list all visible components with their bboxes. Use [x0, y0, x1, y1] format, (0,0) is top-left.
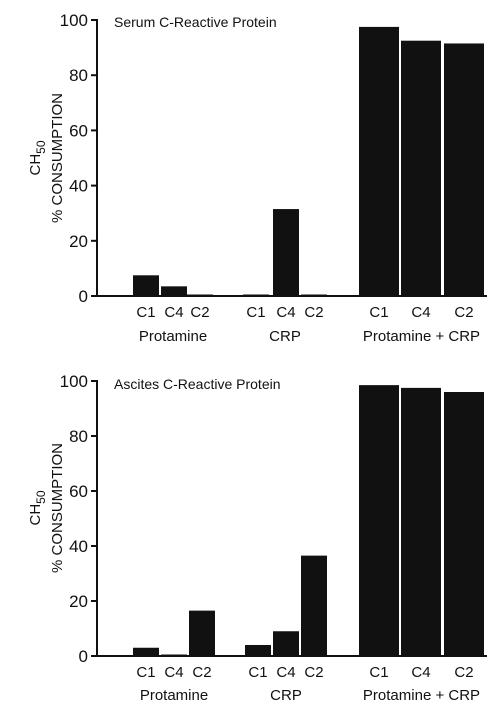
- y-axis-label-subscript: 50: [34, 490, 48, 504]
- chart-panel-1: 0 20 40 60 80 100 CH50% CONSUMPTION Serum C-Rea…: [27, 11, 487, 345]
- bar-c1-group-2: [243, 294, 269, 296]
- bar-c2-group-1: [187, 294, 213, 296]
- y-axis-label-line2: % CONSUMPTION: [49, 93, 66, 223]
- group-label: CRP: [270, 687, 302, 704]
- y-tick-label: 100: [60, 11, 88, 30]
- category-label: C2: [304, 304, 323, 321]
- group-label: Protamine + CRP: [363, 687, 480, 704]
- y-tick-label: 60: [69, 482, 88, 501]
- y-tick-label: 40: [69, 177, 88, 196]
- category-label: C2: [454, 664, 473, 681]
- bar-c4-group-3: [401, 40, 441, 297]
- bar-c2-group-3: [444, 392, 484, 656]
- y-tick-label: 100: [60, 372, 88, 391]
- chart-title: Ascites C-Reactive Protein: [114, 376, 281, 392]
- group-label: Protamine: [140, 687, 208, 704]
- group-label: Protamine: [139, 328, 207, 345]
- category-label: C2: [192, 664, 211, 681]
- bar-c1-group-3: [359, 26, 399, 297]
- bar-c1-group-2: [245, 645, 271, 656]
- y-axis-label-line2: % CONSUMPTION: [49, 443, 66, 573]
- bar-c4-group-1: [161, 654, 187, 656]
- y-tick-label: 60: [69, 121, 88, 140]
- bar-c1-group-1: [133, 647, 159, 656]
- group-label: Protamine + CRP: [363, 328, 480, 345]
- category-label: C1: [246, 304, 265, 321]
- bar-c2-group-2: [301, 294, 327, 296]
- y-axis-label-subscript: 50: [34, 140, 48, 154]
- y-tick-label: 20: [69, 232, 88, 251]
- category-label: C4: [276, 304, 295, 321]
- category-label: C4: [411, 664, 430, 681]
- category-label: C4: [276, 664, 295, 681]
- bar-c1-group-1: [133, 275, 159, 296]
- category-label: C2: [454, 304, 473, 321]
- category-label: C1: [369, 664, 388, 681]
- chart-title: Serum C-Reactive Protein: [114, 14, 277, 30]
- category-label: C1: [369, 304, 388, 321]
- y-axis-label-line1: CH: [27, 504, 44, 526]
- category-label: C4: [164, 664, 183, 681]
- category-label: C1: [136, 304, 155, 321]
- category-label: C1: [248, 664, 267, 681]
- bar-c4-group-2: [273, 209, 299, 296]
- category-label: C4: [164, 304, 183, 321]
- bar-c4-group-3: [401, 387, 441, 656]
- category-label: C4: [411, 304, 430, 321]
- y-tick-label: 80: [69, 66, 88, 85]
- group-label: CRP: [269, 328, 301, 345]
- y-tick-label: 80: [69, 427, 88, 446]
- category-label: C2: [304, 664, 323, 681]
- y-tick-label: 0: [79, 647, 88, 666]
- bar-c2-group-3: [444, 43, 484, 297]
- y-axis-label: CH50% CONSUMPTION: [27, 443, 66, 573]
- y-axis-label-line1: CH: [27, 154, 44, 176]
- y-tick-label: 0: [79, 287, 88, 306]
- y-tick-label: 20: [69, 592, 88, 611]
- bar-c4-group-2: [273, 631, 299, 656]
- y-axis-label: CH50% CONSUMPTION: [27, 93, 66, 223]
- bar-c4-group-1: [161, 286, 187, 296]
- category-label: C1: [136, 664, 155, 681]
- bar-c2-group-2: [301, 555, 327, 656]
- category-label: C2: [190, 304, 209, 321]
- y-tick-label: 40: [69, 537, 88, 556]
- chart-panel-2: 0 20 40 60 80 100 CH50% CONSUMPTION Ascites C-R…: [27, 372, 487, 704]
- bar-c1-group-3: [359, 385, 399, 656]
- bar-c2-group-1: [189, 610, 215, 656]
